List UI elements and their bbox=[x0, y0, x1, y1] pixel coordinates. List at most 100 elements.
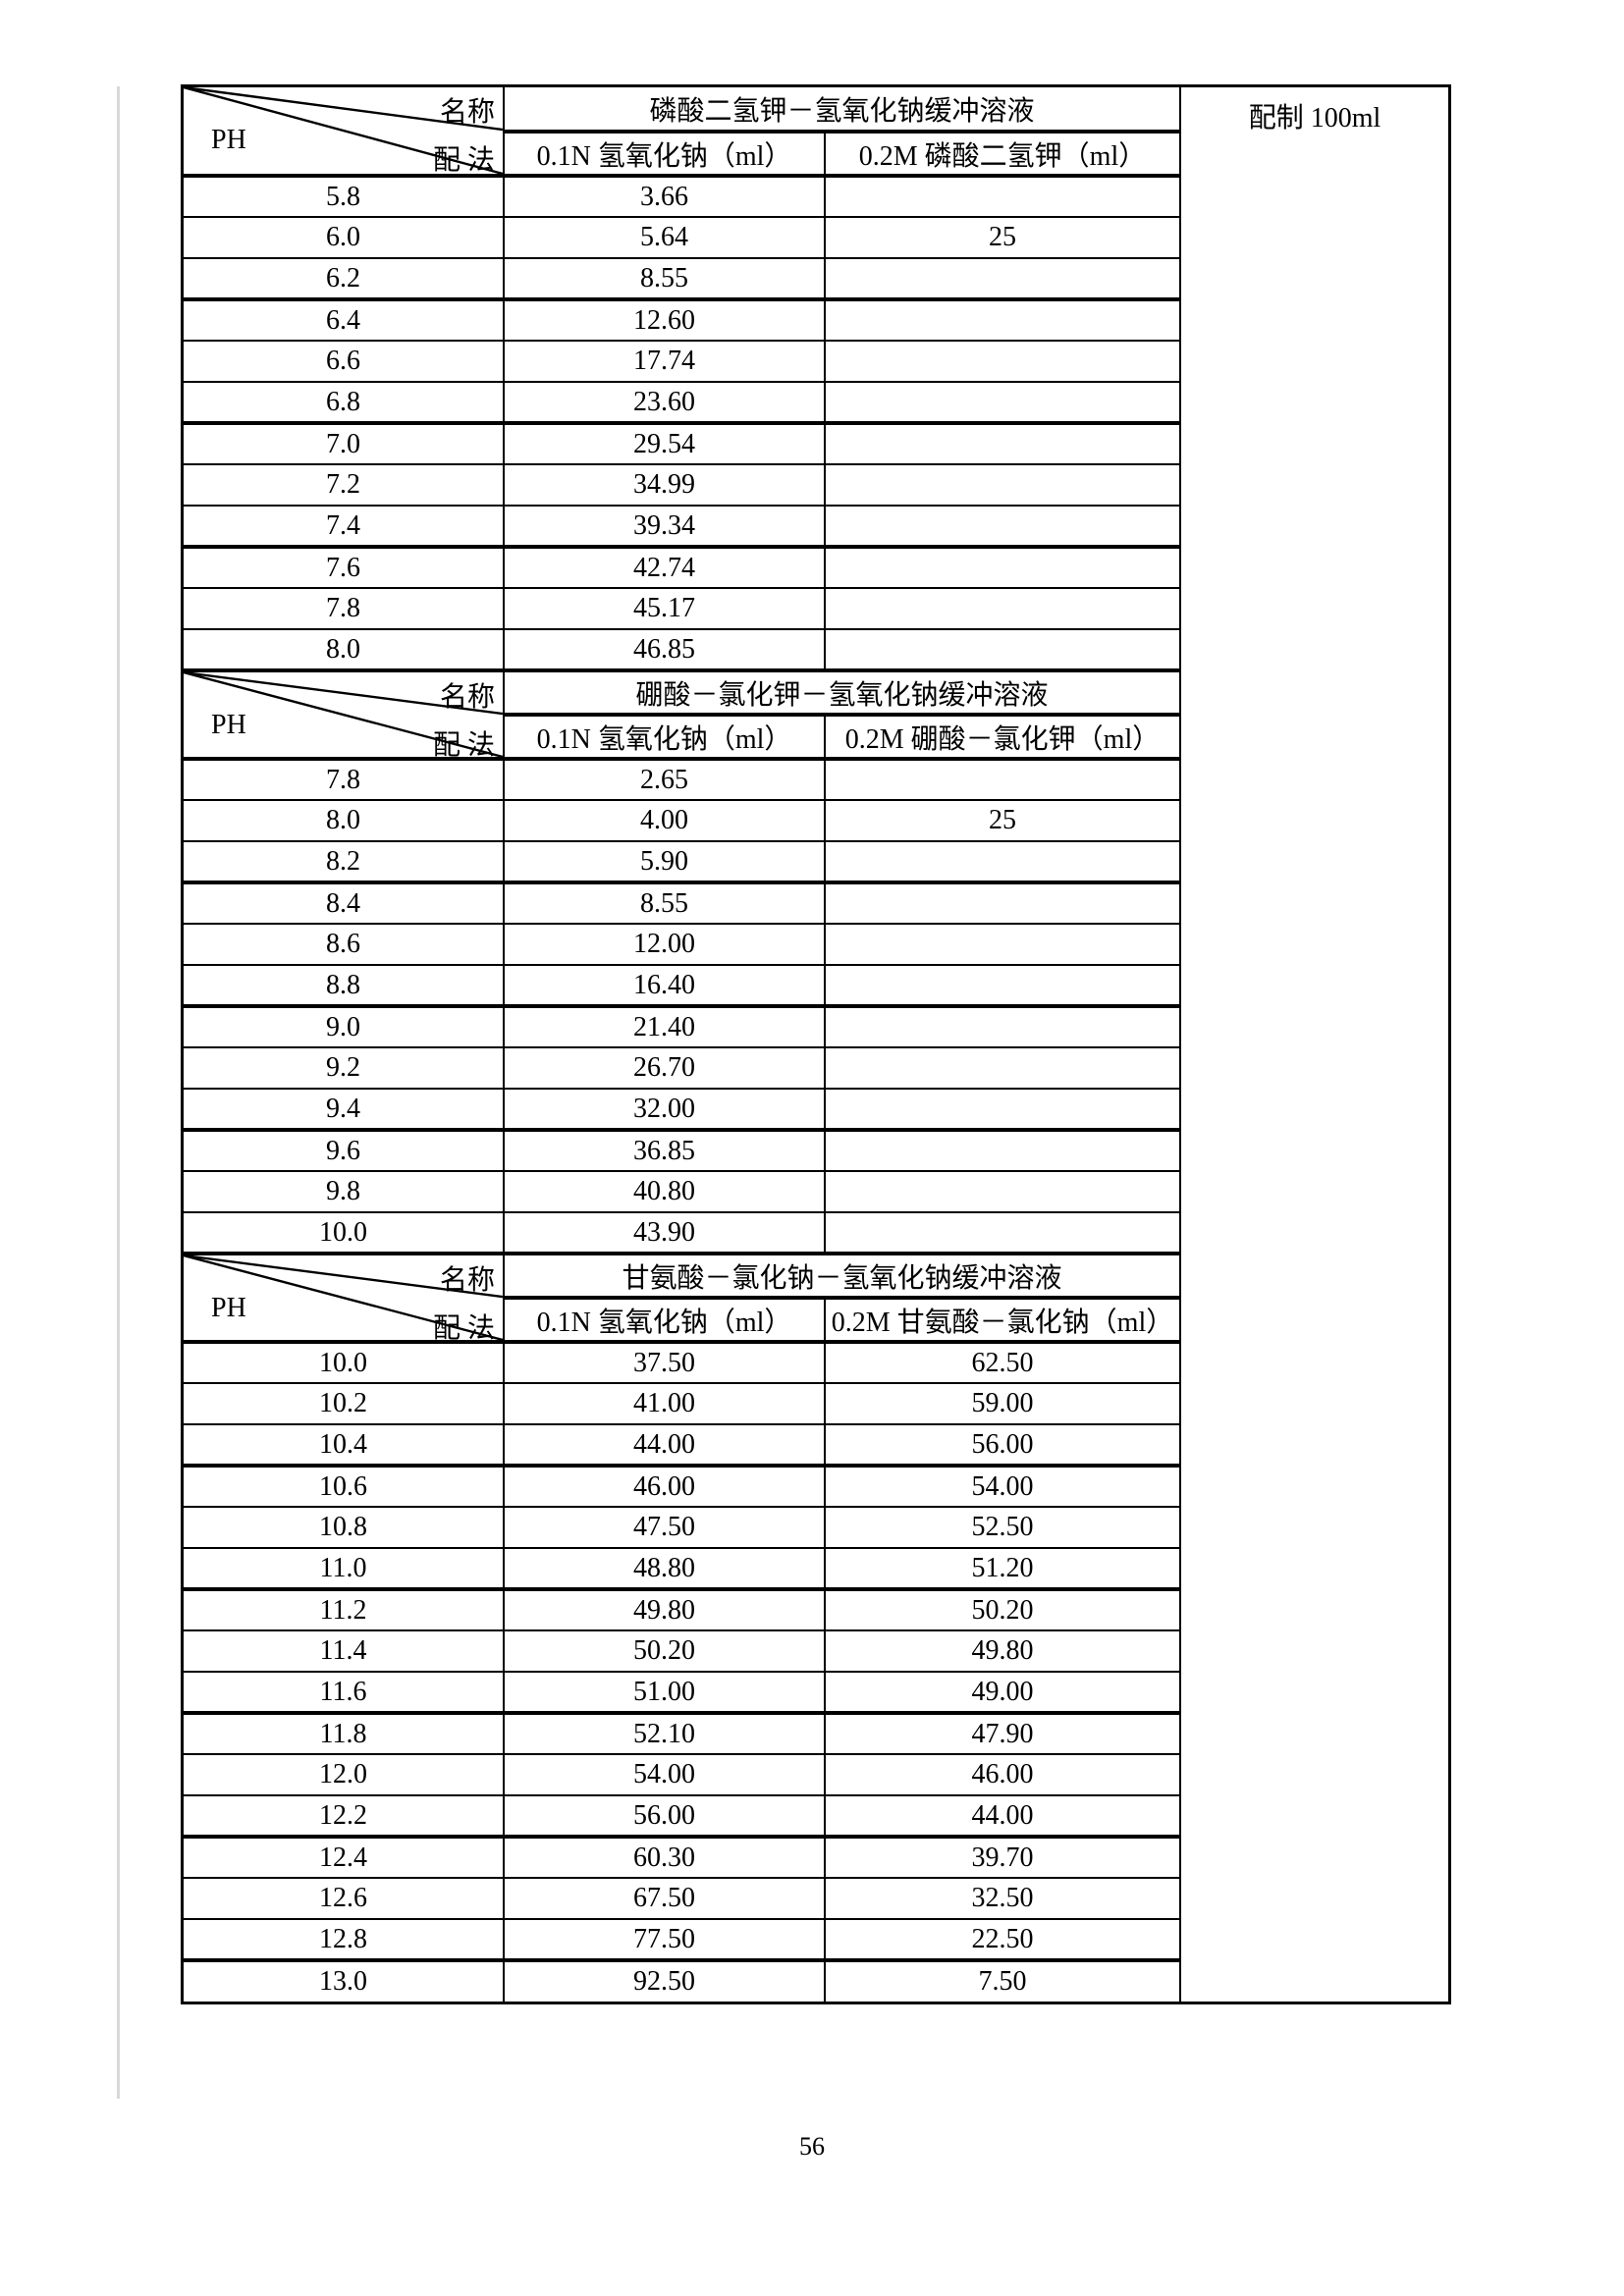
ph-cell: 10.0 bbox=[183, 1211, 505, 1255]
buffer-title-cell: 硼酸－氯化钾－氢氧化钠缓冲溶液 bbox=[502, 668, 1181, 716]
naoh-volume-cell: 60.30 bbox=[503, 1835, 826, 1879]
second-solution-volume-cell bbox=[823, 587, 1181, 630]
naoh-volume-cell: 44.00 bbox=[503, 1423, 826, 1467]
ph-cell: 7.0 bbox=[183, 421, 505, 465]
second-solution-volume-cell bbox=[823, 1004, 1181, 1048]
table-row: 7.6 42.74 bbox=[183, 545, 1181, 589]
second-solution-volume-cell bbox=[823, 628, 1181, 671]
table-row: 9.6 36.85 bbox=[183, 1128, 1181, 1172]
ph-cell: 5.8 bbox=[183, 174, 505, 218]
second-solution-volume-cell bbox=[823, 257, 1181, 300]
table-row: 6.6 17.74 bbox=[183, 340, 1181, 383]
table-row: 9.0 21.40 bbox=[183, 1004, 1181, 1048]
table-row: 9.4 32.00 bbox=[183, 1088, 1181, 1131]
second-solution-volume-cell bbox=[823, 757, 1181, 801]
table-row: 11.2 49.80 50.20 bbox=[183, 1587, 1181, 1631]
ph-cell: 11.8 bbox=[183, 1711, 505, 1755]
ph-cell: 10.8 bbox=[183, 1506, 505, 1549]
naoh-volume-cell: 17.74 bbox=[503, 340, 826, 383]
ph-cell: 12.4 bbox=[183, 1835, 505, 1879]
title-row: 名称 配 法 PH 甘氨酸－氯化钠－氢氧化钠缓冲溶液 bbox=[183, 1252, 1181, 1343]
table-row: 11.6 51.00 49.00 bbox=[183, 1671, 1181, 1714]
naoh-volume-cell: 26.70 bbox=[503, 1046, 826, 1090]
ph-cell: 12.6 bbox=[183, 1877, 505, 1920]
table-row: 11.4 50.20 49.80 bbox=[183, 1629, 1181, 1673]
table-row: 11.8 52.10 47.90 bbox=[183, 1711, 1181, 1755]
second-solution-volume-cell: 32.50 bbox=[823, 1877, 1181, 1920]
ph-cell: 11.4 bbox=[183, 1629, 505, 1673]
second-solution-volume-cell bbox=[823, 297, 1181, 342]
second-solution-volume-cell: 51.20 bbox=[823, 1547, 1181, 1590]
ph-cell: 11.2 bbox=[183, 1587, 505, 1631]
table-row: 13.0 92.50 7.50 bbox=[183, 1958, 1181, 2002]
table-row: 8.6 12.00 bbox=[183, 923, 1181, 966]
diagonal-header-cell: 名称 配 法 PH bbox=[183, 668, 505, 760]
table-row: 10.6 46.00 54.00 bbox=[183, 1464, 1181, 1508]
naoh-volume-cell: 8.55 bbox=[503, 257, 826, 300]
naoh-volume-cell: 21.40 bbox=[503, 1004, 826, 1048]
table-row: 7.0 29.54 bbox=[183, 421, 1181, 465]
ph-cell: 6.4 bbox=[183, 297, 505, 342]
naoh-column-header: 0.1N 氢氧化钠（ml） bbox=[503, 713, 826, 760]
ph-cell: 11.6 bbox=[183, 1671, 505, 1714]
second-solution-volume-cell bbox=[823, 840, 1181, 883]
table-section-header: 名称 配 法 PH 磷酸二氢钾－氢氧化钠缓冲溶液 0.1N 氢氧化钠（ml） 0… bbox=[183, 85, 1181, 177]
second-solution-volume-cell: 56.00 bbox=[823, 1423, 1181, 1467]
naoh-volume-cell: 67.50 bbox=[503, 1877, 826, 1920]
naoh-volume-cell: 12.60 bbox=[503, 297, 826, 342]
second-solution-volume-cell: 25 bbox=[823, 799, 1181, 842]
diagonal-lines-icon bbox=[186, 1257, 502, 1340]
table-row: 7.8 45.17 bbox=[183, 587, 1181, 630]
ph-cell: 9.0 bbox=[183, 1004, 505, 1048]
table-row: 5.8 3.66 bbox=[183, 174, 1181, 218]
second-solution-volume-cell: 62.50 bbox=[823, 1340, 1181, 1384]
table-row: 6.0 5.64 25 bbox=[183, 216, 1181, 259]
ph-cell: 9.2 bbox=[183, 1046, 505, 1090]
table-row: 8.0 4.00 25 bbox=[183, 799, 1181, 842]
ph-cell: 12.0 bbox=[183, 1753, 505, 1796]
naoh-volume-cell: 32.00 bbox=[503, 1088, 826, 1131]
table-row: 6.8 23.60 bbox=[183, 381, 1181, 424]
naoh-volume-cell: 36.85 bbox=[503, 1128, 826, 1172]
second-solution-volume-cell: 22.50 bbox=[823, 1918, 1181, 1961]
second-solution-volume-cell bbox=[823, 381, 1181, 424]
ph-cell: 7.4 bbox=[183, 505, 505, 548]
column-header-row: 0.1N 氢氧化钠（ml） 0.2M 甘氨酸－氯化钠（ml） bbox=[184, 1296, 1181, 1343]
diagonal-lines-icon bbox=[193, 91, 502, 174]
table-row: 11.0 48.80 51.20 bbox=[183, 1547, 1181, 1590]
naoh-volume-cell: 4.00 bbox=[503, 799, 826, 842]
naoh-volume-cell: 42.74 bbox=[503, 545, 826, 589]
table-row: 12.0 54.00 46.00 bbox=[183, 1753, 1181, 1796]
second-solution-volume-cell: 25 bbox=[823, 216, 1181, 259]
ph-cell: 10.2 bbox=[183, 1382, 505, 1425]
ph-cell: 6.8 bbox=[183, 381, 505, 424]
corner-name-label: 名称 bbox=[439, 1265, 495, 1296]
naoh-volume-cell: 37.50 bbox=[503, 1340, 826, 1384]
naoh-volume-cell: 43.90 bbox=[503, 1211, 826, 1255]
ph-cell: 9.8 bbox=[183, 1170, 505, 1213]
table-row: 6.4 12.60 bbox=[183, 297, 1181, 342]
table-row: 10.8 47.50 52.50 bbox=[183, 1506, 1181, 1549]
diagonal-header-cell: 名称 配 法 PH bbox=[183, 1252, 505, 1343]
ph-cell: 12.8 bbox=[183, 1918, 505, 1961]
corner-ph-label: PH bbox=[211, 125, 246, 155]
naoh-volume-cell: 45.17 bbox=[503, 587, 826, 630]
table-row: 10.0 37.50 62.50 bbox=[183, 1340, 1181, 1384]
second-solution-volume-cell bbox=[823, 1211, 1181, 1255]
second-solution-volume-cell bbox=[823, 1128, 1181, 1172]
ph-cell: 7.8 bbox=[183, 757, 505, 801]
naoh-column-header: 0.1N 氢氧化钠（ml） bbox=[503, 130, 826, 177]
table-row: 8.4 8.55 bbox=[183, 881, 1181, 925]
naoh-volume-cell: 51.00 bbox=[503, 1671, 826, 1714]
table-body: 7.8 2.65 8.0 4.00 25 8.2 5.90 8.4 8.55 8.6 12.00 8.… bbox=[183, 757, 1181, 1255]
ph-cell: 8.2 bbox=[183, 840, 505, 883]
second-solution-volume-cell: 52.50 bbox=[823, 1506, 1181, 1549]
table-row: 8.2 5.90 bbox=[183, 840, 1181, 883]
naoh-volume-cell: 40.80 bbox=[503, 1170, 826, 1213]
table-row: 8.8 16.40 bbox=[183, 964, 1181, 1007]
ph-cell: 10.6 bbox=[183, 1464, 505, 1508]
second-solution-volume-cell bbox=[823, 1088, 1181, 1131]
second-solution-volume-cell bbox=[823, 923, 1181, 966]
table-row: 10.0 43.90 bbox=[183, 1211, 1181, 1255]
diagonal-header-cell: 名称 配 法 PH bbox=[183, 85, 505, 177]
